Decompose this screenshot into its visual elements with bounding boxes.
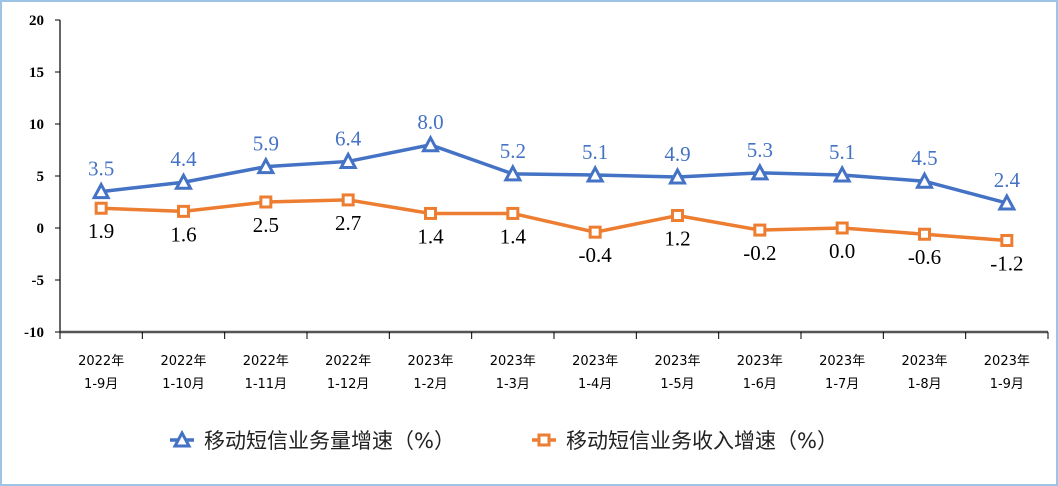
data-label: 0.0 [829,239,855,263]
data-point-triangle [338,151,358,169]
x-tick-label: 2022年 [325,354,371,369]
x-tick-label: 2023年 [901,354,947,369]
data-label: 2.4 [994,168,1021,192]
data-point-triangle [997,192,1017,211]
data-label: 5.1 [582,140,608,164]
data-point-triangle [91,181,111,200]
y-tick-label: 15 [29,65,44,81]
data-point-triangle [667,166,688,185]
series-line-1 [101,198,1007,243]
y-tick-label: -5 [32,273,45,289]
x-tick-label: 1-6月 [743,377,777,392]
legend-marker-square [537,433,551,447]
x-tick-label: 1-5月 [660,377,694,392]
data-label: 4.4 [170,147,197,171]
data-point-square [177,204,190,218]
x-tick-label: 2023年 [407,354,453,369]
data-label: -0.6 [908,245,941,269]
series-line-0 [100,142,1008,205]
x-tick-label: 1-9月 [84,377,118,392]
data-label: 1.2 [664,227,690,251]
x-tick-label: 1-11月 [245,377,288,392]
data-point-triangle [750,162,770,181]
x-tick-label: 1-8月 [907,377,941,392]
y-tick-label: -10 [24,325,44,341]
y-tick-label: 20 [29,13,44,29]
data-point-triangle [832,164,852,183]
data-label: -0.2 [743,241,776,265]
x-tick-label: 2022年 [243,354,289,369]
data-point-square [918,227,931,241]
x-tick-label: 2023年 [654,354,700,369]
x-tick-label: 2023年 [984,354,1030,369]
data-label: 5.1 [829,140,855,164]
data-point-square [753,223,767,237]
x-tick-label: 2023年 [737,354,783,369]
data-point-triangle [503,163,523,182]
data-point-square [1000,233,1014,247]
data-label: -1.2 [990,251,1023,275]
x-tick-label: 2023年 [819,354,865,369]
x-tick-label: 2022年 [78,354,124,369]
x-tick-label: 1-2月 [413,377,447,392]
data-point-square [424,206,437,220]
data-label: 1.4 [500,224,527,248]
x-tick-label: 1-7月 [825,377,859,392]
x-tick-label: 2022年 [160,354,206,369]
data-label: 4.9 [664,142,690,166]
data-point-triangle [173,172,194,190]
data-point-square [835,221,849,235]
legend-label: 移动短信业务量增速（%） [204,429,455,453]
data-point-square [94,201,108,215]
x-tick-label: 1-4月 [578,377,612,392]
data-point-square [506,206,520,220]
x-tick-label: 1-3月 [496,377,530,392]
data-label: 4.5 [911,146,937,170]
legend-marker-triangle [172,429,192,448]
data-point-triangle [585,164,605,183]
data-label: 5.2 [500,139,526,163]
data-point-square [341,193,355,207]
data-label: 3.5 [88,157,114,181]
data-label: 5.3 [747,138,773,162]
y-tick-label: 5 [37,169,45,185]
y-tick-label: 0 [37,221,45,237]
data-label: 1.6 [170,222,196,246]
data-point-square [671,209,684,223]
data-point-square [588,225,602,239]
x-tick-label: 2023年 [572,354,618,369]
x-tick-label: 2023年 [490,354,536,369]
y-tick-label: 10 [29,117,44,133]
data-point-triangle [256,156,276,175]
data-label: 2.7 [335,211,361,235]
data-label: 8.0 [417,110,443,134]
data-label: 5.9 [253,132,279,156]
data-label: -0.4 [579,243,613,267]
x-tick-label: 1-10月 [162,377,205,392]
legend-label: 移动短信业务收入增速（%） [566,429,838,453]
data-label: 1.9 [88,219,114,243]
data-point-square [259,195,273,209]
data-label: 1.4 [417,224,444,248]
data-label: 6.4 [335,126,362,150]
data-point-triangle [420,134,441,153]
data-point-triangle [914,171,935,189]
x-tick-label: 1-12月 [327,377,370,392]
x-tick-label: 1-9月 [990,377,1024,392]
data-label: 2.5 [253,213,279,237]
